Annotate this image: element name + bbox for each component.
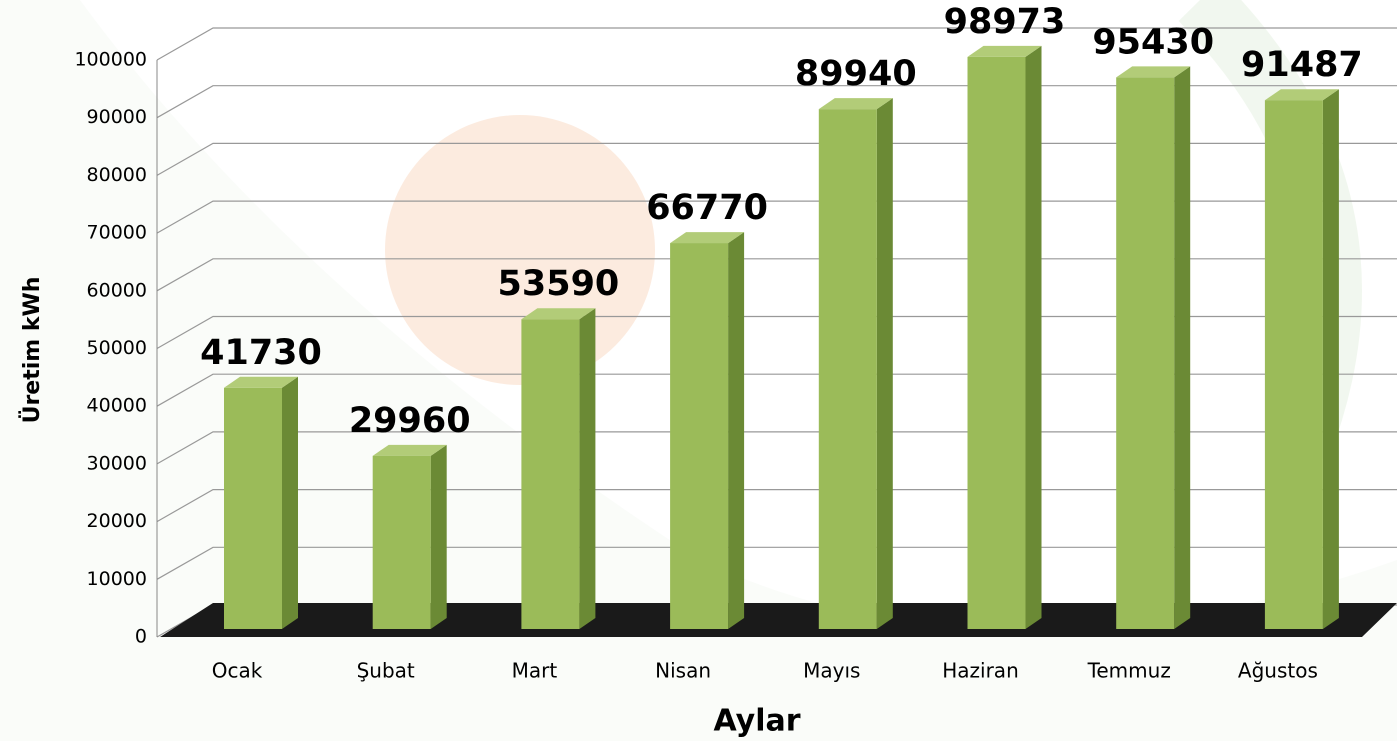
bar-side [579,308,595,629]
y-tick-label: 70000 [87,222,147,244]
bar-side [728,232,744,629]
value-label: 53590 [498,264,620,304]
y-axis-title: Üretim kWh [19,277,45,424]
bar-side [1026,46,1042,629]
x-tick-label: Temmuz [1087,659,1171,683]
grid-line [157,143,1397,175]
x-tick-label: Mart [512,659,558,683]
bar [670,243,728,629]
chart: 41730 29960 53590 66770 89940 98973 95430 91487… [0,0,1397,741]
bars: 41730 29960 53590 66770 89940 98973 95430 91487 [200,2,1363,629]
bar-side [431,445,447,629]
x-axis-title: Aylar [713,704,800,739]
y-tick-label: 60000 [87,279,147,301]
y-tick-label: 90000 [87,106,147,128]
y-tick-label: 20000 [87,510,147,532]
y-tick-label: 80000 [87,164,147,186]
y-tick-label: 100000 [74,49,147,71]
bar [968,57,1026,629]
y-tick-label: 10000 [87,568,147,590]
x-tick-label: Şubat [357,659,415,683]
y-tick-label: 30000 [87,452,147,474]
x-tick-label: Haziran [942,659,1019,683]
floor [160,603,1397,637]
y-tick-label: 40000 [87,395,147,417]
grid-line [157,259,1397,291]
value-label: 41730 [200,333,322,373]
bar [373,456,431,629]
grid-line [157,201,1397,233]
y-tick-label: 0 [135,626,147,648]
bar [224,388,282,629]
x-tick-label: Ocak [212,659,263,683]
value-label: 66770 [646,188,768,228]
y-tick-label: 50000 [87,337,147,359]
x-tick-label: Ağustos [1238,659,1318,683]
bar [521,319,579,629]
bar-side [1323,89,1339,629]
bar-side [282,377,298,629]
bar [1116,77,1174,629]
x-tick-label: Nisan [655,659,711,683]
grid-line [157,86,1397,118]
bar [819,109,877,629]
decor-circle [385,115,655,385]
value-label: 91487 [1241,45,1363,85]
bar-side [1174,66,1190,629]
bar [1265,100,1323,629]
x-tick-label: Mayıs [803,659,860,683]
value-label: 98973 [944,2,1066,42]
value-label: 89940 [795,54,917,94]
value-label: 95430 [1092,22,1214,62]
value-label: 29960 [349,401,471,441]
bar-side [877,98,893,629]
